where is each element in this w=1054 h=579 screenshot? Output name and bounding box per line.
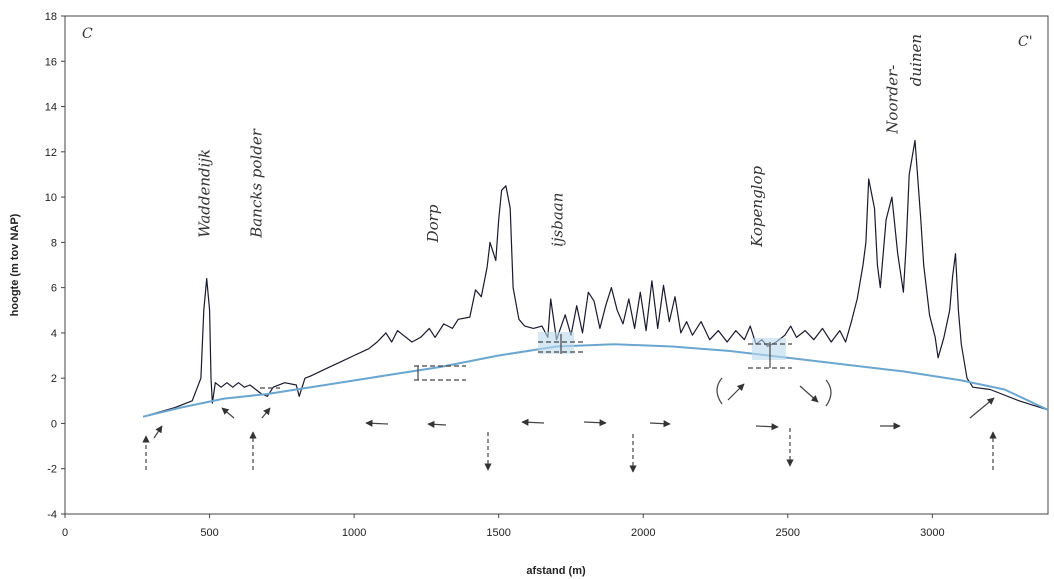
series-layer: [142, 139, 1049, 418]
y-tick-label: 16: [45, 56, 57, 68]
divide-marker-1: [538, 332, 574, 354]
arrow-diag-6: [969, 397, 995, 419]
x-tick-label: 0: [62, 527, 68, 539]
divide-marker-2: [752, 338, 786, 360]
plot-area: [64, 15, 1049, 515]
x-tick-label: 1500: [486, 527, 510, 539]
y-tick-label: 10: [45, 192, 57, 204]
y-axis: -4 -2 0 2 4 6 8 10 12 14 16 18: [45, 11, 65, 521]
annotation-label: Waddendijk: [196, 149, 214, 238]
y-tick-label: 4: [51, 328, 57, 340]
y-tick-label: -2: [47, 464, 57, 476]
arrow-diag-4: [727, 383, 745, 401]
corner-label-left: C: [82, 26, 93, 42]
y-tick-label: 8: [51, 237, 57, 249]
arrow-left-1: [365, 419, 389, 427]
arrow-right-1: [583, 419, 607, 427]
paren-right: [825, 379, 832, 407]
x-tick-label: 500: [200, 527, 218, 539]
dashed-levels: [260, 341, 792, 389]
y-tick-label: 2: [51, 373, 57, 385]
x-axis-title: afstand (m): [526, 565, 586, 577]
x-tick-label: 3000: [920, 527, 944, 539]
y-tick-label: 12: [45, 147, 57, 159]
x-tick-label: 2000: [631, 527, 655, 539]
annotation-label: duinen: [907, 34, 925, 86]
paren-left: [716, 377, 723, 405]
arrow-right-2: [649, 420, 671, 428]
series-line-groundwater: [142, 343, 1049, 418]
annotation-label: Kopenglop: [748, 165, 766, 247]
series-line-surface: [142, 139, 1049, 418]
annotation-layer: Waddendijk Bancks polder Dorp ijsbaan Kopeng…: [196, 34, 925, 248]
corner-label-right: C': [1018, 34, 1033, 50]
y-tick-label: 6: [51, 283, 57, 295]
y-tick-label: 0: [51, 418, 57, 430]
arrow-left-2: [427, 420, 447, 428]
y-tick-label: 14: [45, 102, 57, 114]
arrow-right-3: [755, 423, 779, 431]
x-axis: 0 500 1000 1500 2000 2500 3000: [62, 514, 945, 539]
y-tick-label: 18: [45, 11, 57, 23]
arrow-diag-3: [261, 407, 271, 419]
x-tick-label: 2500: [776, 527, 800, 539]
y-tick-label: -4: [47, 509, 57, 521]
flow-arrows: [142, 332, 997, 473]
arrow-diag-1: [153, 425, 163, 439]
x-tick-label: 1000: [342, 527, 366, 539]
arrow-left-3: [521, 418, 545, 426]
annotation-label: Bancks polder: [248, 128, 266, 238]
annotation-label: Dorp: [424, 204, 442, 243]
annotation-label: ijsbaan: [548, 193, 566, 247]
y-axis-title: hoogte (m tov NAP): [9, 213, 21, 316]
annotation-label: Noorder-: [884, 65, 902, 135]
arrow-diag-2: [221, 407, 235, 419]
arrow-diag-5: [799, 385, 819, 403]
